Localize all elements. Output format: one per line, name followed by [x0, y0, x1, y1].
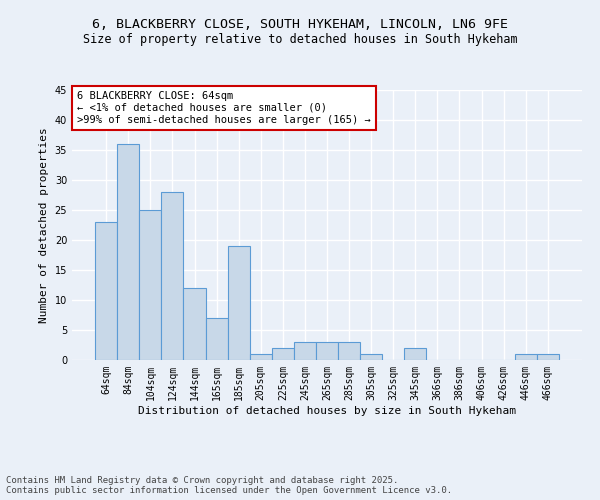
X-axis label: Distribution of detached houses by size in South Hykeham: Distribution of detached houses by size …	[138, 406, 516, 415]
Text: 6 BLACKBERRY CLOSE: 64sqm
← <1% of detached houses are smaller (0)
>99% of semi-: 6 BLACKBERRY CLOSE: 64sqm ← <1% of detac…	[77, 92, 371, 124]
Bar	[537, 354, 559, 360]
Bar	[360, 354, 382, 360]
Y-axis label: Number of detached properties: Number of detached properties	[39, 127, 49, 323]
Bar	[515, 354, 537, 360]
Bar	[206, 318, 227, 360]
Text: Size of property relative to detached houses in South Hykeham: Size of property relative to detached ho…	[83, 32, 517, 46]
Bar	[161, 192, 184, 360]
Bar	[272, 348, 294, 360]
Bar	[316, 342, 338, 360]
Bar	[338, 342, 360, 360]
Bar	[139, 210, 161, 360]
Bar	[95, 222, 117, 360]
Bar	[250, 354, 272, 360]
Bar	[117, 144, 139, 360]
Bar	[404, 348, 427, 360]
Bar	[294, 342, 316, 360]
Bar	[227, 246, 250, 360]
Text: 6, BLACKBERRY CLOSE, SOUTH HYKEHAM, LINCOLN, LN6 9FE: 6, BLACKBERRY CLOSE, SOUTH HYKEHAM, LINC…	[92, 18, 508, 30]
Text: Contains HM Land Registry data © Crown copyright and database right 2025.
Contai: Contains HM Land Registry data © Crown c…	[6, 476, 452, 495]
Bar	[184, 288, 206, 360]
